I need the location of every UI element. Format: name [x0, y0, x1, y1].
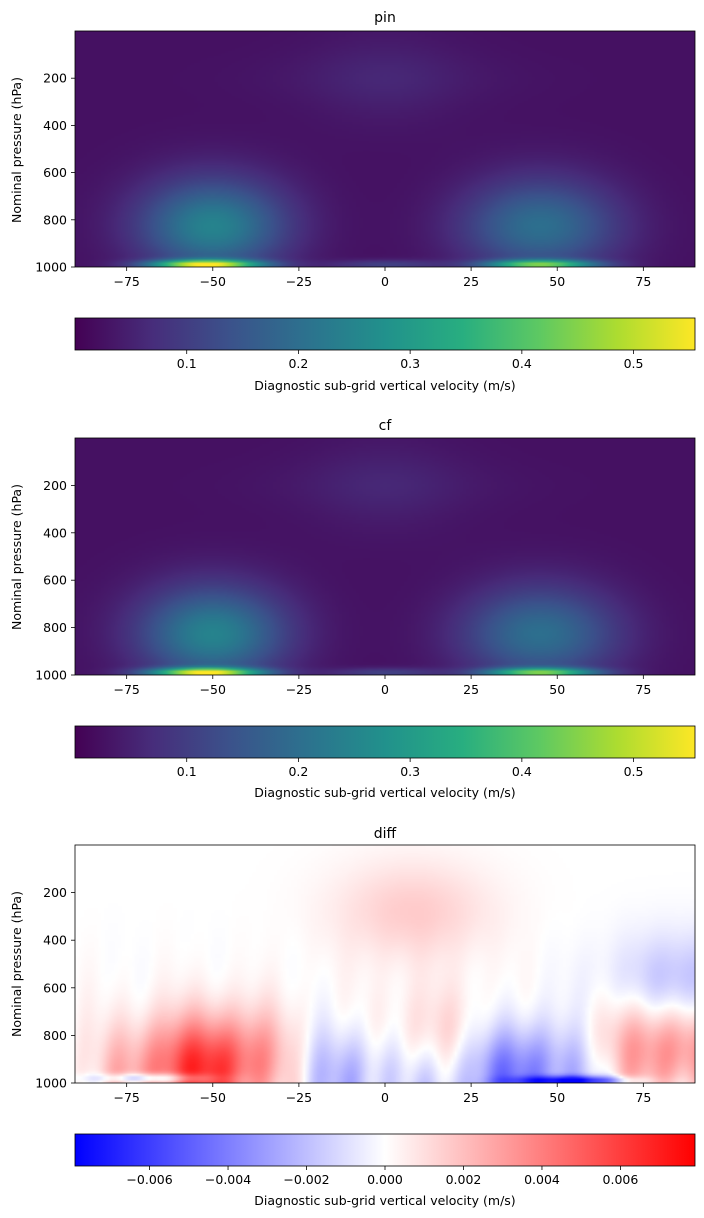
y-tick-label: 800	[43, 1028, 67, 1043]
x-tick-label: −50	[200, 682, 226, 697]
y-axis-label: Nominal pressure (hPa)	[9, 77, 24, 223]
colorbar-tick-label: 0.4	[512, 764, 532, 779]
y-tick-label: 1000	[35, 260, 67, 275]
x-tick-label: −75	[113, 682, 139, 697]
axis-ticks: −75 −50 −25 0 25 50 75 200 400 600 800 1000	[35, 885, 651, 1105]
axis-ticks: −75 −50 −25 0 25 50 75 200 400 600 800 1000	[35, 478, 651, 697]
chart-title: pin	[374, 10, 396, 26]
colorbar	[74, 317, 696, 351]
colorbar-tick-label: 0.2	[288, 764, 308, 779]
colorbar-tick-label: 0.006	[603, 1172, 639, 1187]
x-tick-label: −50	[200, 274, 226, 289]
colorbar-tick-label: 0.004	[524, 1172, 560, 1187]
y-tick-label: 800	[43, 212, 67, 227]
x-tick-label: 0	[381, 274, 389, 289]
y-tick-label: 600	[43, 980, 67, 995]
y-tick-label: 800	[43, 620, 67, 635]
heatmap-image	[75, 438, 695, 675]
y-tick-label: 400	[43, 118, 67, 133]
heatmap-image	[75, 31, 695, 267]
chart-title: diff	[374, 826, 397, 842]
y-tick-label: 200	[43, 885, 67, 900]
y-tick-label: 1000	[35, 1076, 67, 1091]
colorbar-tick-label: 0.3	[400, 764, 420, 779]
x-tick-label: 25	[463, 1090, 479, 1105]
y-tick-label: 400	[43, 525, 67, 540]
colorbar	[74, 725, 696, 759]
colorbar-tick-label: 0.4	[512, 356, 532, 371]
x-tick-label: 25	[463, 682, 479, 697]
y-tick-label: 400	[43, 933, 67, 948]
colorbar-tick-label: 0.5	[624, 356, 644, 371]
x-tick-label: −75	[113, 1090, 139, 1105]
x-tick-label: 50	[549, 682, 565, 697]
colorbar	[74, 1133, 696, 1167]
colorbar-label: Diagnostic sub-grid vertical velocity (m…	[254, 1193, 515, 1208]
x-tick-label: −75	[113, 274, 139, 289]
chart-pin: pin Nominal pressure (hPa) −75 −50 −25 0 25 5…	[9, 10, 696, 393]
x-tick-label: 0	[381, 682, 389, 697]
x-tick-label: 50	[549, 274, 565, 289]
colorbar-tick-label: −0.004	[205, 1172, 251, 1187]
y-tick-label: 600	[43, 573, 67, 588]
colorbar-tick-label: 0.002	[446, 1172, 482, 1187]
x-tick-label: −25	[286, 682, 312, 697]
colorbar-label: Diagnostic sub-grid vertical velocity (m…	[254, 785, 515, 800]
colorbar-tick-label: −0.002	[283, 1172, 329, 1187]
y-tick-label: 1000	[35, 668, 67, 683]
x-tick-label: −50	[200, 1090, 226, 1105]
y-axis-label: Nominal pressure (hPa)	[9, 891, 24, 1037]
x-tick-label: 75	[635, 1090, 651, 1105]
chart-diff: diff Nominal pressure (hPa) −75 −50 −25 0 25…	[9, 826, 696, 1208]
x-tick-label: 75	[635, 682, 651, 697]
colorbar-ticks: 0.1 0.2 0.3 0.4 0.5	[177, 350, 644, 371]
colorbar-tick-label: 0.5	[624, 764, 644, 779]
colorbar-tick-label: 0.1	[177, 764, 197, 779]
y-axis-label: Nominal pressure (hPa)	[9, 484, 24, 630]
colorbar-label: Diagnostic sub-grid vertical velocity (m…	[254, 378, 515, 393]
colorbar-tick-label: 0.000	[367, 1172, 403, 1187]
x-tick-label: 0	[381, 1090, 389, 1105]
x-tick-label: 25	[463, 274, 479, 289]
y-tick-label: 600	[43, 165, 67, 180]
chart-title: cf	[379, 418, 393, 434]
colorbar-tick-label: 0.3	[400, 356, 420, 371]
colorbar-tick-label: 0.2	[288, 356, 308, 371]
heatmap-image	[75, 845, 695, 1083]
chart-cf: cf Nominal pressure (hPa) −75 −50 −25 0 25 50…	[9, 418, 696, 800]
x-tick-label: −25	[286, 274, 312, 289]
axis-ticks: −75 −50 −25 0 25 50 75 200 400 600 800 1000	[35, 71, 651, 289]
x-tick-label: −25	[286, 1090, 312, 1105]
x-tick-label: 50	[549, 1090, 565, 1105]
y-tick-label: 200	[43, 71, 67, 86]
colorbar-ticks: 0.1 0.2 0.3 0.4 0.5	[177, 758, 644, 779]
x-tick-label: 75	[635, 274, 651, 289]
colorbar-ticks: −0.006 −0.004 −0.002 0.000 0.002 0.004 0.006	[126, 1166, 638, 1187]
colorbar-tick-label: 0.1	[177, 356, 197, 371]
colorbar-tick-label: −0.006	[126, 1172, 172, 1187]
y-tick-label: 200	[43, 478, 67, 493]
